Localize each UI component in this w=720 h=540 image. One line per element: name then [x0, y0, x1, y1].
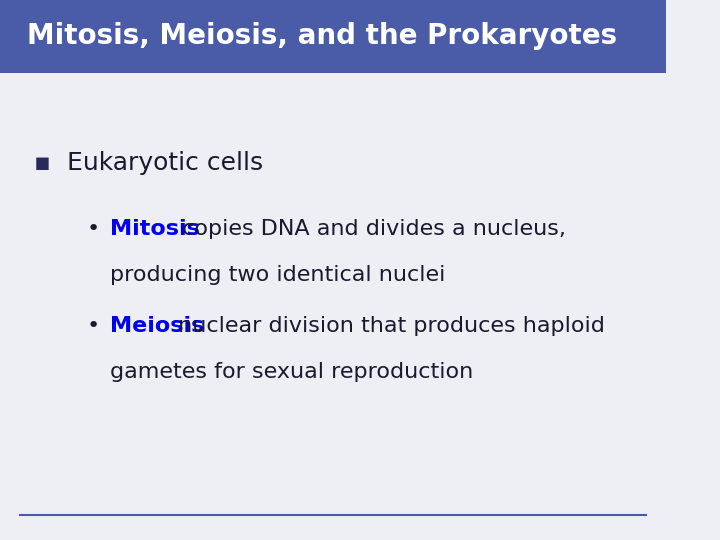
Text: Mitosis, Meiosis, and the Prokaryotes: Mitosis, Meiosis, and the Prokaryotes	[27, 23, 617, 50]
FancyBboxPatch shape	[0, 0, 665, 73]
Text: Mitosis: Mitosis	[110, 219, 199, 239]
Text: •: •	[86, 316, 100, 336]
Text: nuclear division that produces haploid: nuclear division that produces haploid	[171, 316, 605, 336]
Text: ▪: ▪	[33, 151, 50, 175]
Text: Meiosis: Meiosis	[110, 316, 204, 336]
Text: gametes for sexual reproduction: gametes for sexual reproduction	[110, 362, 473, 382]
Text: copies DNA and divides a nucleus,: copies DNA and divides a nucleus,	[175, 219, 566, 239]
Text: •: •	[86, 219, 100, 239]
Text: producing two identical nuclei: producing two identical nuclei	[110, 265, 445, 285]
Text: Eukaryotic cells: Eukaryotic cells	[66, 151, 263, 175]
